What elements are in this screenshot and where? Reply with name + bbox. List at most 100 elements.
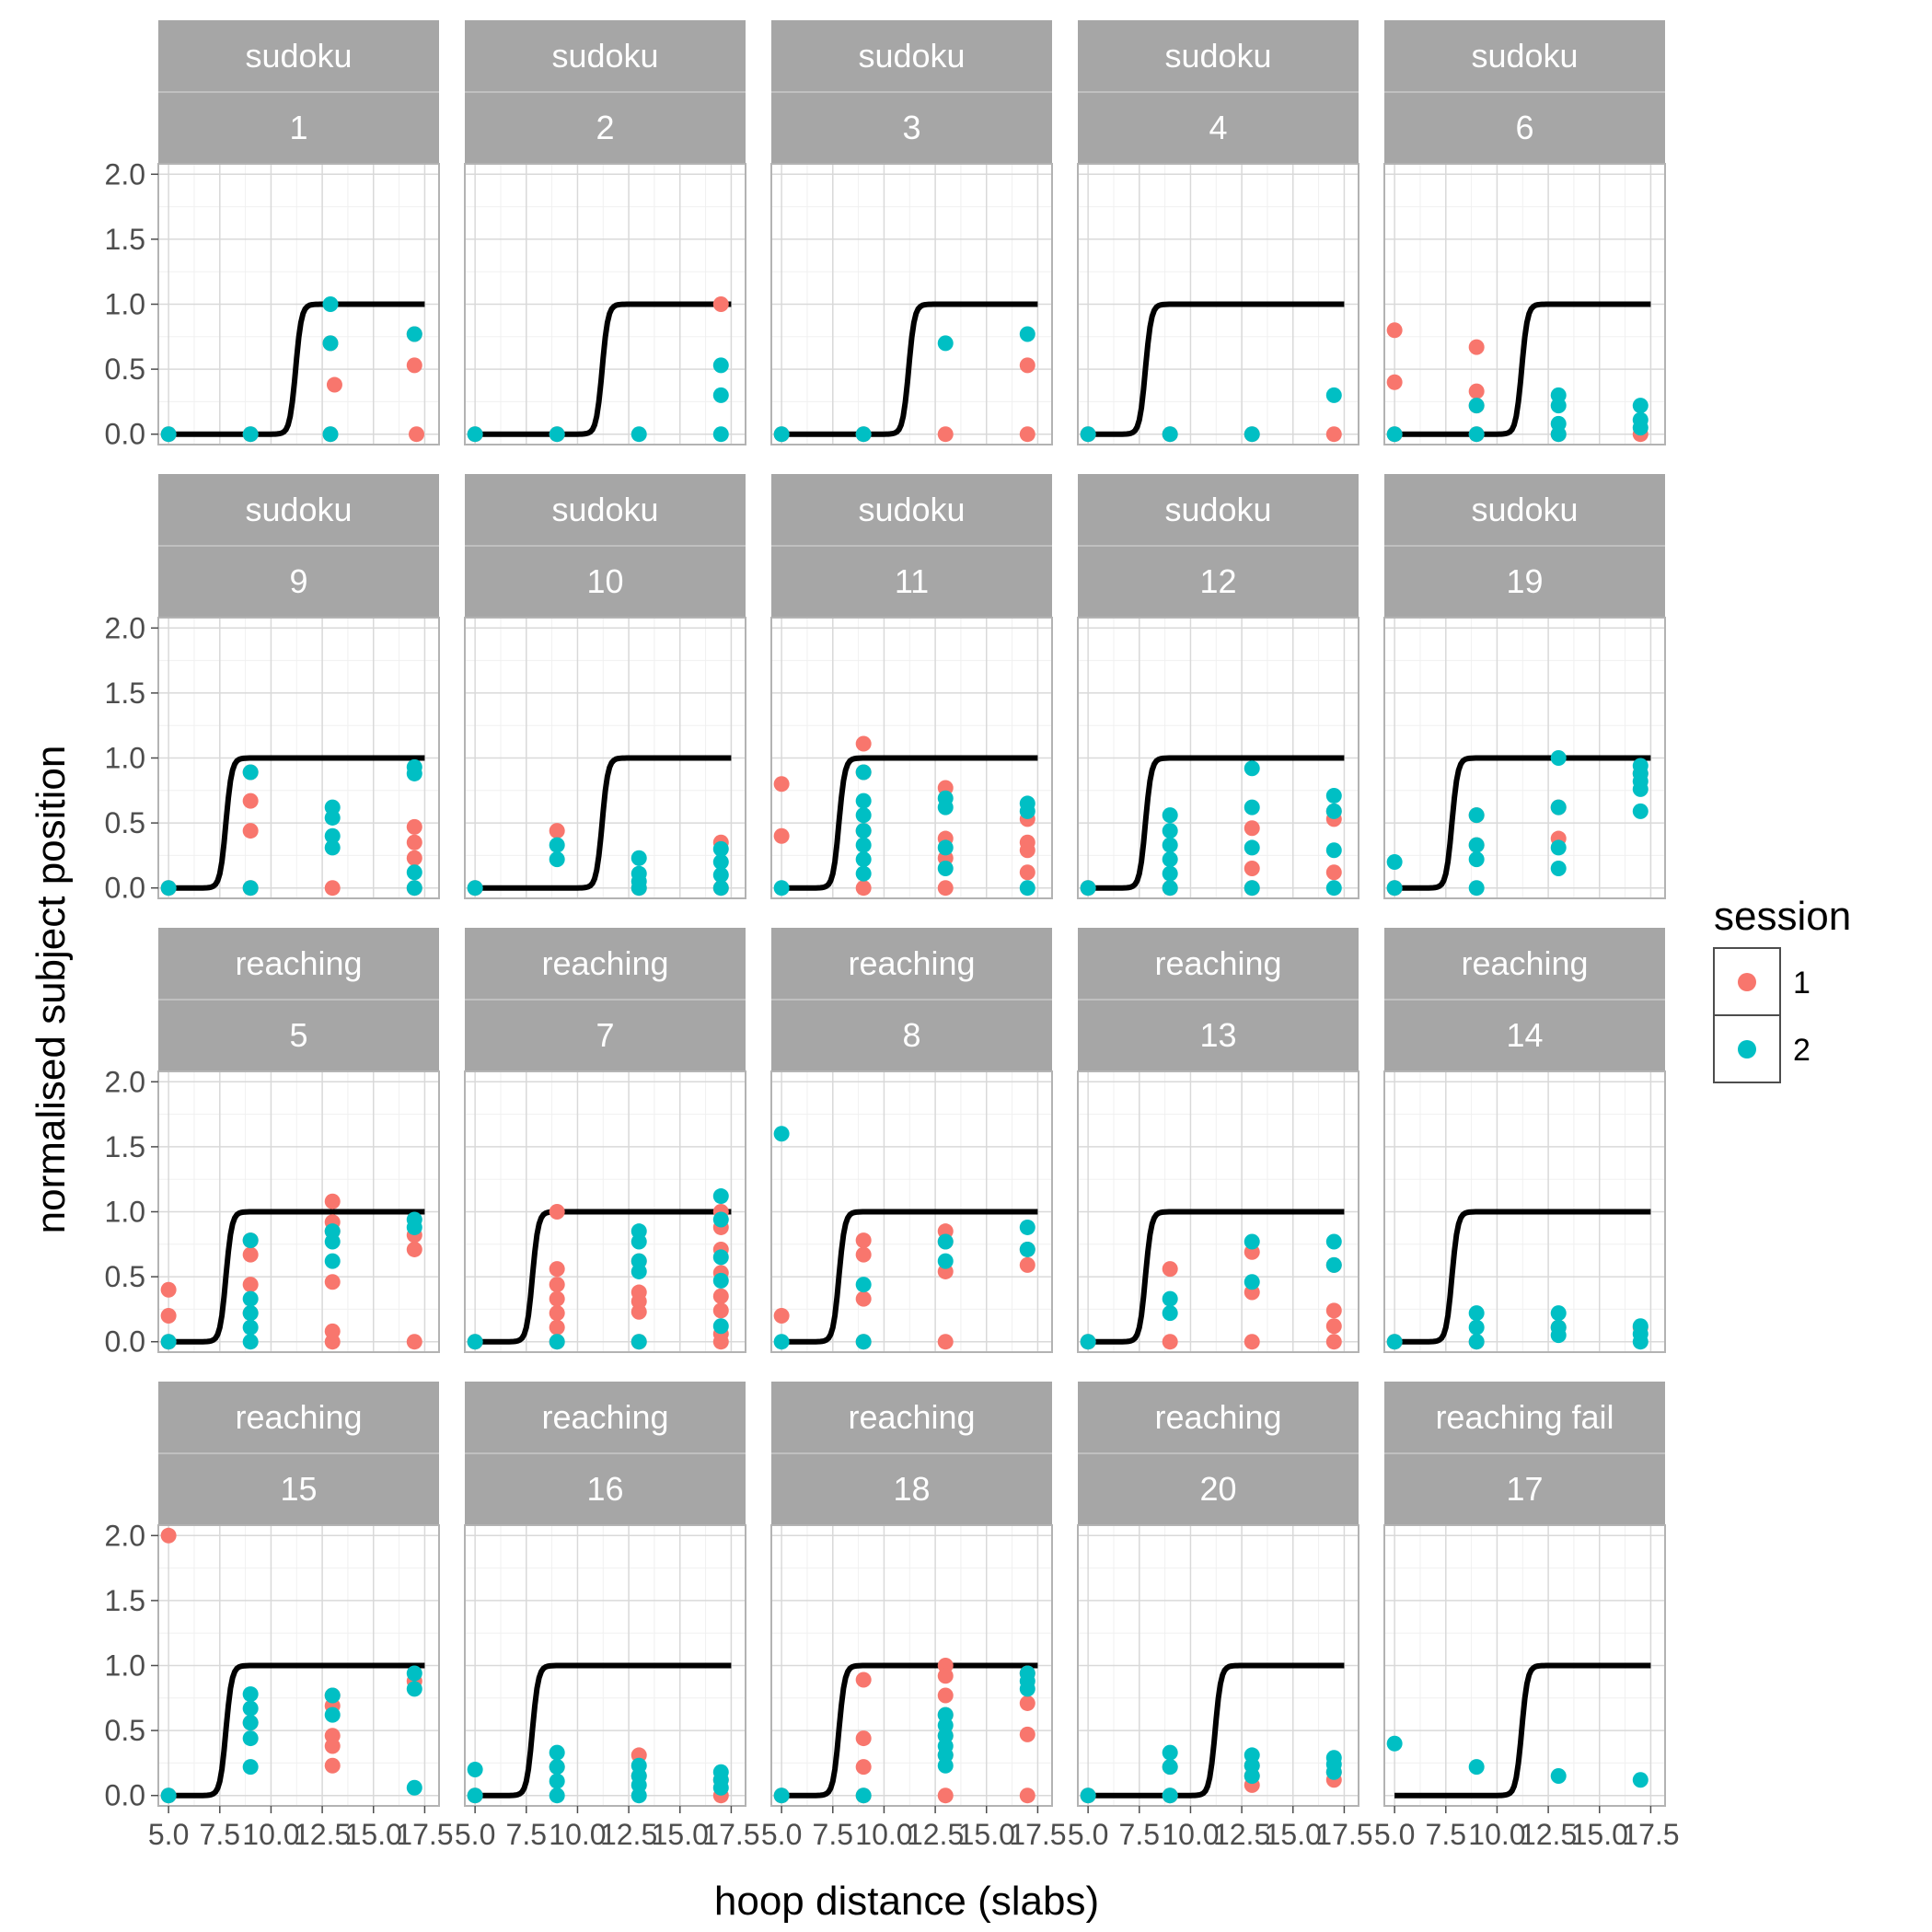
point-session-2 <box>160 1334 177 1350</box>
strip-id-bg <box>1384 92 1665 164</box>
fit-line <box>781 301 1038 437</box>
point-session-2 <box>1162 865 1178 882</box>
point-session-1 <box>1325 864 1342 881</box>
y-tick-label: 0.0 <box>105 1779 145 1812</box>
point-session-1 <box>242 792 259 809</box>
point-session-2 <box>242 1715 259 1731</box>
point-session-2 <box>467 426 483 443</box>
point-session-2 <box>712 1188 729 1205</box>
point-session-1 <box>937 426 954 443</box>
panel-18: reaching 18 5.0 7.5 10.012.515.017.5 <box>761 1382 1067 1851</box>
point-session-1 <box>1468 339 1485 355</box>
fit-line <box>1394 1662 1651 1799</box>
point-session-1 <box>242 1246 259 1263</box>
strip-group-bg <box>158 1382 439 1453</box>
panel-border <box>1383 1524 1666 1807</box>
point-session-2 <box>937 839 954 856</box>
strip-group-label: reaching <box>541 1398 668 1436</box>
point-session-2 <box>1632 781 1649 797</box>
strip-group-bg <box>771 1382 1052 1453</box>
strip-group-label: reaching <box>1154 944 1281 982</box>
point-session-2 <box>549 1773 565 1789</box>
panel-11: sudoku 11 <box>770 474 1053 899</box>
panel-10: sudoku 10 <box>464 474 746 899</box>
strip-id-label: 6 <box>1515 109 1533 146</box>
strip-group-bg <box>1384 928 1665 1000</box>
point-session-1 <box>712 1334 729 1350</box>
point-session-1 <box>324 1738 341 1754</box>
strip-id-bg <box>1078 92 1359 164</box>
x-tick-label: 7.5 <box>1426 1818 1466 1851</box>
point-session-1 <box>409 426 425 443</box>
point-session-2 <box>324 809 341 826</box>
point-session-1 <box>1386 374 1403 390</box>
point-session-1 <box>855 880 872 897</box>
point-session-2 <box>549 1744 565 1761</box>
x-tick-label: 15.0 <box>958 1818 1015 1851</box>
point-session-2 <box>712 426 729 443</box>
point-session-2 <box>406 864 422 881</box>
panel-4: sudoku 4 <box>1077 20 1359 445</box>
fit-line <box>475 301 732 437</box>
strip-id-bg <box>1384 1000 1665 1071</box>
point-session-2 <box>324 1687 341 1704</box>
strip-group-bg <box>1078 20 1359 92</box>
y-tick-label: 1.5 <box>105 1130 145 1163</box>
point-session-2 <box>1386 880 1403 897</box>
strip-id-bg <box>1384 1453 1665 1525</box>
strip-id-bg <box>1384 546 1665 618</box>
point-session-1 <box>549 1204 565 1220</box>
point-session-2 <box>1550 861 1567 877</box>
point-session-2 <box>1244 839 1260 856</box>
strip-id-label: 3 <box>902 109 920 146</box>
strip-group-bg <box>1384 474 1665 546</box>
x-tick-label: 10.0 <box>1468 1818 1525 1851</box>
point-session-2 <box>937 861 954 877</box>
x-tick-label: 10.0 <box>855 1818 912 1851</box>
y-tick-label: 0.5 <box>105 1260 145 1293</box>
point-session-2 <box>1019 803 1035 819</box>
panel-1: sudoku 1 0.0 0.5 1.0 1.5 2.0 <box>105 20 440 451</box>
strip-id-bg <box>771 1000 1052 1071</box>
strip-id-label: 17 <box>1506 1470 1543 1508</box>
point-session-2 <box>1550 426 1567 443</box>
strip-group-label: reaching <box>541 944 668 982</box>
point-session-2 <box>242 1730 259 1747</box>
strip-id-bg <box>1078 546 1359 618</box>
point-session-1 <box>406 834 422 850</box>
x-tick-label: 10.0 <box>242 1818 299 1851</box>
x-tick-label: 7.5 <box>506 1818 547 1851</box>
fit-line <box>1088 755 1345 891</box>
point-session-1 <box>937 880 954 897</box>
x-tick-label: 5.0 <box>148 1818 189 1851</box>
point-session-2 <box>1386 1735 1403 1752</box>
point-session-1 <box>1325 1334 1342 1350</box>
point-session-2 <box>855 426 872 443</box>
point-session-1 <box>1325 1318 1342 1335</box>
point-session-2 <box>1325 1256 1342 1273</box>
strip-id-label: 11 <box>895 562 929 600</box>
y-tick-label: 2.0 <box>105 1065 145 1098</box>
fit-line <box>475 1662 732 1799</box>
strip-group-bg <box>771 928 1052 1000</box>
point-session-2 <box>937 1253 954 1269</box>
strip-id-label: 10 <box>586 562 623 600</box>
point-session-2 <box>1325 803 1342 819</box>
point-session-2 <box>937 1233 954 1250</box>
y-tick-label: 1.5 <box>105 677 145 710</box>
panel-border <box>464 1070 746 1353</box>
point-session-2 <box>242 764 259 781</box>
panel-8: reaching 8 <box>770 928 1053 1353</box>
x-tick-label: 15.0 <box>1265 1818 1322 1851</box>
fit-line <box>1088 301 1345 437</box>
fit-line <box>1088 1662 1345 1799</box>
point-session-1 <box>712 296 729 312</box>
panel-13: reaching 13 <box>1077 928 1359 1353</box>
point-session-2 <box>549 837 565 853</box>
strip-group-bg <box>1078 928 1359 1000</box>
strip-id-label: 1 <box>289 109 307 146</box>
point-session-1 <box>242 1277 259 1293</box>
point-session-2 <box>549 1787 565 1804</box>
fit-line <box>781 1209 1038 1345</box>
fit-line <box>781 1662 1038 1799</box>
